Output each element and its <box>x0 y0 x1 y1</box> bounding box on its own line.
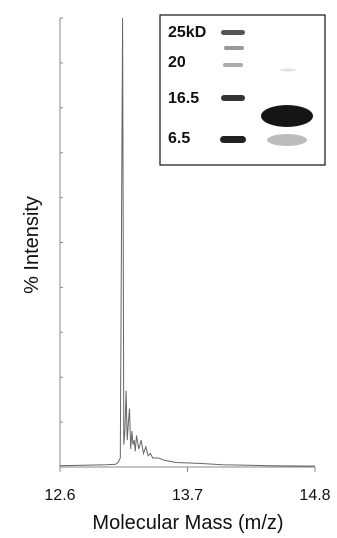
marker-label-6-5: 6.5 <box>168 130 190 147</box>
ladder-band-20 <box>223 63 243 67</box>
sample-band-faint <box>280 68 296 72</box>
ladder-band-extra <box>224 46 244 50</box>
sample-band-lower <box>267 134 307 146</box>
ladder-band-6-5 <box>220 136 246 143</box>
marker-label-16-5: 16.5 <box>168 90 199 107</box>
x-tick-label: 12.6 <box>44 487 75 504</box>
ladder-band-16-5 <box>221 95 245 101</box>
marker-label-25kd: 25kD <box>168 24 206 41</box>
ladder-band-25kd <box>221 30 245 35</box>
sample-band-main <box>261 105 313 127</box>
gel-inset: 25kD 20 16.5 6.5 <box>159 14 326 166</box>
x-axis-title: Molecular Mass (m/z) <box>92 512 283 534</box>
marker-label-20: 20 <box>168 54 186 71</box>
x-tick-label: 13.7 <box>172 487 203 504</box>
x-tick-label: 14.8 <box>299 487 330 504</box>
axes <box>59 17 316 472</box>
x-ticks <box>59 467 316 472</box>
y-axis-title: % Intensity <box>21 196 43 294</box>
spectrum-line <box>59 17 316 467</box>
x-tick-labels: 12.6 13.7 14.8 <box>44 487 330 504</box>
y-ticks <box>60 17 63 423</box>
